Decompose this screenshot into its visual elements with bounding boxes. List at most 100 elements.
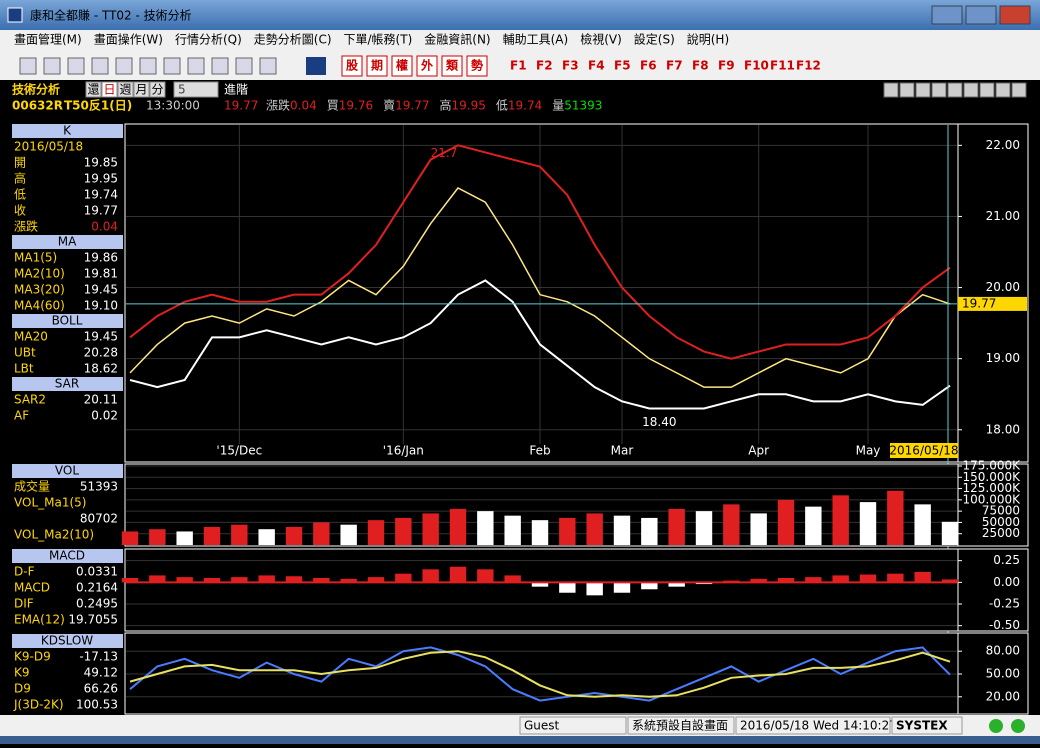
menu-item[interactable]: 設定(S) (634, 32, 675, 47)
menu-item[interactable]: 行情分析(Q) (175, 33, 242, 47)
period-select[interactable] (173, 81, 219, 98)
function-key[interactable]: F12 (796, 59, 821, 73)
period-button-label[interactable]: 日 (103, 83, 115, 97)
chart-tool[interactable] (979, 82, 995, 98)
row-label: 成交量 (14, 479, 50, 494)
bar (477, 511, 494, 545)
quote-value: 0.04 (290, 99, 317, 113)
bar (285, 576, 303, 583)
row-label: 開 (14, 156, 26, 170)
tool-icon[interactable] (139, 57, 157, 75)
function-key[interactable]: F5 (614, 59, 631, 73)
tool-icon[interactable] (187, 57, 205, 75)
bar (504, 575, 521, 583)
quick-button-label[interactable]: 勢 (471, 58, 483, 73)
chart-tool[interactable] (995, 82, 1011, 98)
tool-icon[interactable] (67, 57, 85, 75)
quick-button-label[interactable]: 期 (371, 58, 383, 73)
row-value: 19.10 (84, 299, 118, 313)
function-key[interactable]: F1 (510, 59, 527, 73)
x-tick-label: May (856, 444, 881, 458)
function-key[interactable]: F9 (718, 59, 735, 73)
function-key[interactable]: F2 (536, 59, 553, 73)
quick-button-label[interactable]: 權 (396, 58, 408, 73)
tool-icon[interactable] (115, 57, 133, 75)
bar (176, 577, 193, 583)
tool-icon[interactable] (235, 57, 253, 75)
menu-item[interactable]: 檢視(V) (580, 32, 622, 47)
menu-item[interactable]: 畫面管理(M) (14, 32, 82, 47)
chart-tool[interactable] (1011, 82, 1027, 98)
quick-button[interactable] (441, 55, 463, 77)
row-value: 19.81 (84, 267, 118, 281)
row-value: 19.95 (84, 172, 118, 186)
function-key[interactable]: F7 (666, 59, 683, 73)
row-value: 19.7055 (68, 613, 118, 627)
section-header (12, 235, 123, 249)
status-text: Guest (524, 719, 560, 733)
period-button[interactable] (101, 81, 118, 98)
period-button-label[interactable]: 還 (87, 83, 99, 97)
period-button-label[interactable]: 週 (119, 83, 131, 97)
toolbar-logo (306, 57, 326, 75)
period-button[interactable] (133, 81, 150, 98)
chart-tool[interactable] (883, 82, 899, 98)
window-button[interactable] (931, 5, 963, 25)
chart-tool[interactable] (931, 82, 947, 98)
menu-item[interactable]: 走勢分析圖(C) (254, 32, 332, 47)
quick-button-label[interactable]: 類 (445, 58, 459, 73)
function-key[interactable]: F11 (770, 59, 795, 73)
tool-icon[interactable] (163, 57, 181, 75)
quick-button[interactable] (366, 55, 388, 77)
function-key[interactable]: F4 (588, 59, 605, 73)
menu-item[interactable]: 說明(H) (687, 32, 729, 47)
bar (395, 573, 412, 583)
quick-button[interactable] (416, 55, 438, 77)
period-button[interactable] (85, 81, 102, 98)
row-label: MA3(20) (14, 283, 65, 297)
tool-icon[interactable] (91, 57, 109, 75)
quote-value: 19.77 (395, 99, 429, 113)
bar (121, 578, 139, 583)
quick-button-label[interactable]: 股 (346, 58, 359, 73)
menu-item[interactable]: 輔助工具(A) (503, 33, 569, 47)
chart-tool[interactable] (963, 82, 979, 98)
bar (367, 577, 385, 583)
function-key[interactable]: F3 (562, 59, 579, 73)
quick-button[interactable] (341, 55, 363, 77)
tool-icon[interactable] (259, 57, 277, 75)
tool-icon[interactable] (43, 57, 61, 75)
quick-button-label[interactable]: 外 (421, 58, 433, 73)
tool-icon[interactable] (19, 57, 37, 75)
tool-icon[interactable] (211, 57, 229, 75)
menu-item[interactable]: 下單/帳務(T) (344, 33, 413, 47)
menu-item[interactable]: 金融資訊(N) (424, 32, 490, 47)
function-key[interactable]: F6 (640, 59, 657, 73)
y-tick-label: 25000 (982, 526, 1020, 540)
section-header (12, 377, 123, 391)
menu-item[interactable]: 畫面操作(W) (94, 32, 163, 47)
x-tick-label: Feb (529, 444, 550, 458)
row-value: 100.53 (76, 698, 118, 712)
bar (887, 573, 904, 583)
function-key[interactable]: F10 (744, 59, 769, 73)
status-cell (519, 716, 627, 735)
period-button-label[interactable]: 分 (151, 83, 163, 97)
row-label: 漲跌 (14, 219, 38, 234)
axis-panel (957, 123, 1029, 463)
window-button[interactable] (965, 5, 997, 25)
function-key[interactable]: F8 (692, 59, 709, 73)
period-button-label[interactable]: 月 (135, 83, 147, 97)
x-tick-label: '16/Jan (383, 444, 424, 458)
quick-button[interactable] (466, 55, 488, 77)
quote-price: 19.77 (224, 99, 258, 113)
window-button[interactable] (999, 5, 1031, 25)
bar (941, 579, 959, 583)
bar (176, 531, 193, 545)
period-button[interactable] (117, 81, 134, 98)
chart-tool[interactable] (947, 82, 963, 98)
chart-tool[interactable] (899, 82, 915, 98)
chart-tool[interactable] (915, 82, 931, 98)
quick-button[interactable] (391, 55, 413, 77)
period-button[interactable] (149, 81, 166, 98)
